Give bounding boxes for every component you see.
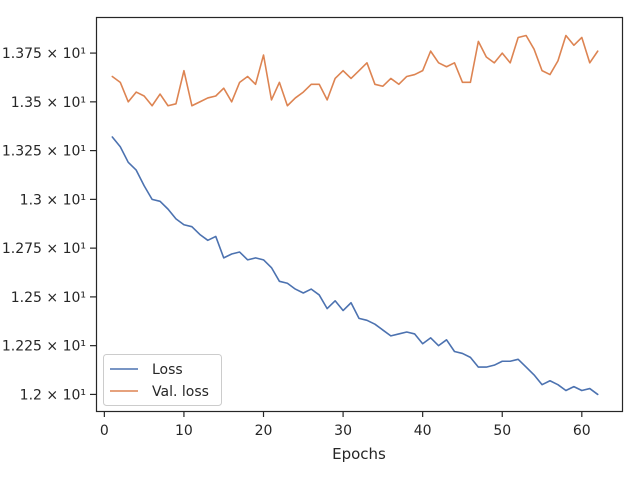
y-tick-label: 1.225 × 10¹: [2, 339, 86, 355]
legend-label-val-loss: Val. loss: [152, 384, 209, 400]
x-tick-label: 40: [414, 423, 432, 439]
plot-frame: [95, 16, 624, 413]
series-line-loss: [111, 136, 599, 396]
series-line-val-loss: [111, 34, 599, 107]
y-tick-label: 1.3 × 10¹: [20, 192, 86, 208]
y-tick-label: 1.25 × 10¹: [11, 290, 86, 306]
y-axis: 1.2 × 10¹ 1.225 × 10¹ 1.25 × 10¹ 1.275 × 10…: [2, 46, 96, 403]
y-tick-label: 1.275 × 10¹: [2, 241, 86, 257]
plot-lines: [111, 34, 599, 396]
x-tick-label: 50: [493, 423, 511, 439]
x-axis-label: Epochs: [332, 445, 386, 463]
y-tick-label: 1.375 × 10¹: [2, 46, 86, 62]
legend-box: [103, 354, 222, 406]
x-tick-label: 20: [255, 423, 273, 439]
y-tick-label: 1.35 × 10¹: [11, 95, 86, 111]
y-tick-label: 1.325 × 10¹: [2, 144, 86, 160]
x-tick-label: 60: [573, 423, 591, 439]
x-tick-label: 0: [100, 423, 109, 439]
y-tick-label: 1.2 × 10¹: [20, 387, 86, 403]
legend: Loss Val. loss: [103, 354, 222, 406]
legend-label-loss: Loss: [152, 362, 183, 378]
x-axis: 0 10 20 30 40 50 60: [100, 411, 591, 439]
x-tick-label: 10: [175, 423, 193, 439]
x-tick-label: 30: [334, 423, 352, 439]
